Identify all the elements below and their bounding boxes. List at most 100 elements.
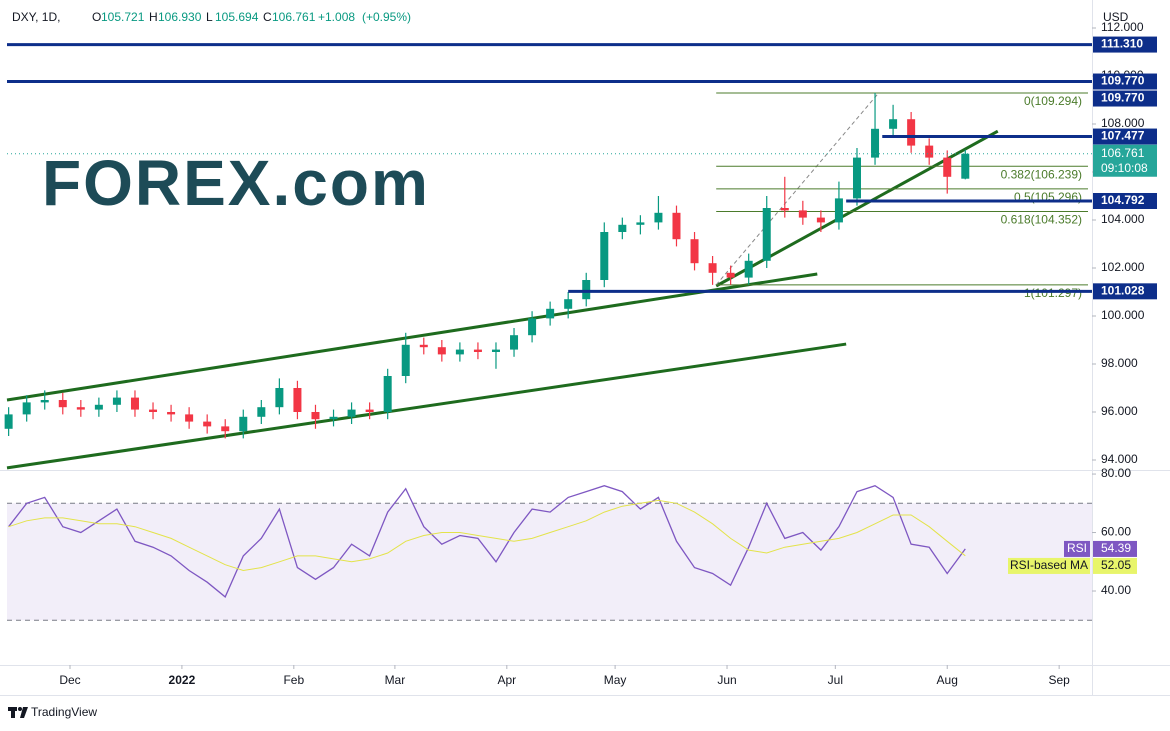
ohlc-value: 105.721: [101, 10, 145, 24]
rsi-tick-label: 60.00: [1101, 525, 1131, 539]
level-label-box: [1093, 90, 1157, 107]
trend-line: [6, 272, 818, 402]
tradingview-mark: [8, 707, 28, 718]
tv-icon: [11, 707, 15, 718]
y-tick-label: 96.000: [1101, 404, 1138, 418]
footer-brand: TradingView: [31, 705, 97, 719]
x-tick-label: Jun: [717, 673, 736, 687]
fib-label: 1(101.297): [1024, 286, 1082, 300]
ohlc-letter: C: [263, 10, 272, 24]
x-tick-label: 2022: [169, 673, 196, 687]
candle-body: [744, 260, 753, 278]
ohlc-value: 106.761: [272, 10, 316, 24]
candle-body: [383, 375, 392, 412]
candle-body: [708, 263, 717, 273]
tv-icon: [18, 707, 22, 711]
rsi-name: RSI-based MA: [1010, 558, 1088, 572]
candle-body: [925, 145, 934, 158]
y-tick-label: 108.000: [1101, 116, 1145, 130]
rsi-name-box: [1064, 540, 1090, 557]
level-label: 111.310: [1101, 37, 1143, 51]
candle-body: [726, 272, 735, 278]
last-price-label: 106.761: [1101, 146, 1145, 160]
x-tick-label: Dec: [59, 673, 80, 687]
level-label-box: [1093, 192, 1157, 209]
rsi-value-box: [1093, 557, 1137, 574]
level-label: 109.770: [1101, 74, 1145, 88]
y-tick-label: 98.000: [1101, 356, 1138, 370]
candle-body: [311, 411, 320, 420]
logo: FOREX.com: [42, 147, 430, 219]
y-tick-label: 94.000: [1101, 452, 1138, 466]
candle-body: [401, 344, 410, 376]
candle-body: [167, 411, 176, 415]
rsi-band: [7, 503, 1092, 621]
candle-body: [76, 407, 85, 410]
candle-body: [365, 409, 374, 412]
rsi-line: [8, 499, 966, 572]
candle-body: [834, 198, 843, 223]
x-tick-label: Apr: [497, 673, 516, 687]
candle-body: [491, 349, 500, 352]
candle-body: [455, 349, 464, 355]
candle-body: [798, 210, 807, 218]
change-pct: (+0.95%): [362, 10, 411, 24]
level-label: 101.028: [1101, 283, 1145, 297]
last-price-box: [1093, 144, 1157, 177]
candle-body: [40, 399, 49, 403]
rsi-name-box: [1008, 557, 1090, 574]
candle-body: [329, 416, 338, 420]
ohlc-value: 105.694: [215, 10, 259, 24]
currency: USD: [1103, 10, 1129, 24]
candle-body: [943, 157, 952, 177]
candle-body: [293, 387, 302, 412]
x-tick-label: Sep: [1048, 673, 1070, 687]
candle-body: [437, 347, 446, 355]
y-tick-label: 112.000: [1101, 20, 1144, 34]
candle-body: [185, 414, 194, 422]
candle-body: [690, 239, 699, 264]
candle-body: [130, 397, 139, 410]
candle-body: [239, 416, 248, 432]
candle-body: [852, 157, 861, 199]
candle-body: [600, 232, 609, 280]
candle-body: [780, 208, 789, 211]
candle-body: [257, 407, 266, 417]
symbol: DXY, 1D,: [12, 10, 60, 24]
candle-body: [961, 153, 970, 179]
candle-body: [816, 217, 825, 223]
candle-body: [419, 344, 428, 348]
x-tick-label: May: [604, 673, 627, 687]
candle-body: [510, 335, 519, 350]
candle-body: [112, 397, 121, 405]
ohlc-value: 106.930: [158, 10, 202, 24]
candle-body: [871, 128, 880, 158]
candle-body: [889, 119, 898, 129]
candle-body: [473, 349, 482, 352]
x-tick-label: Jul: [828, 673, 843, 687]
y-tick-label: 100.000: [1101, 308, 1145, 322]
fib-label: 0.618(104.352): [1001, 213, 1082, 227]
candle-body: [347, 409, 356, 417]
ohlc-letter: H: [149, 10, 158, 24]
x-tick-label: Feb: [283, 673, 304, 687]
ohlc-letter: L: [206, 10, 213, 24]
candle-body: [618, 224, 627, 233]
level-label-box: [1093, 73, 1157, 90]
candle-body: [203, 421, 212, 427]
candle-body: [762, 208, 771, 261]
x-tick-label: Mar: [385, 673, 406, 687]
rsi-tick-label: 40.00: [1101, 583, 1131, 597]
candle-body: [907, 119, 916, 146]
countdown: 09:10:08: [1101, 161, 1148, 175]
fib-label: 0(109.294): [1024, 94, 1082, 108]
level-label: 104.792: [1101, 193, 1145, 207]
candle-body: [94, 404, 103, 410]
rsi-name: RSI: [1067, 541, 1087, 555]
candle-body: [636, 222, 645, 225]
candle-body: [582, 279, 591, 300]
candle-body: [275, 387, 284, 408]
